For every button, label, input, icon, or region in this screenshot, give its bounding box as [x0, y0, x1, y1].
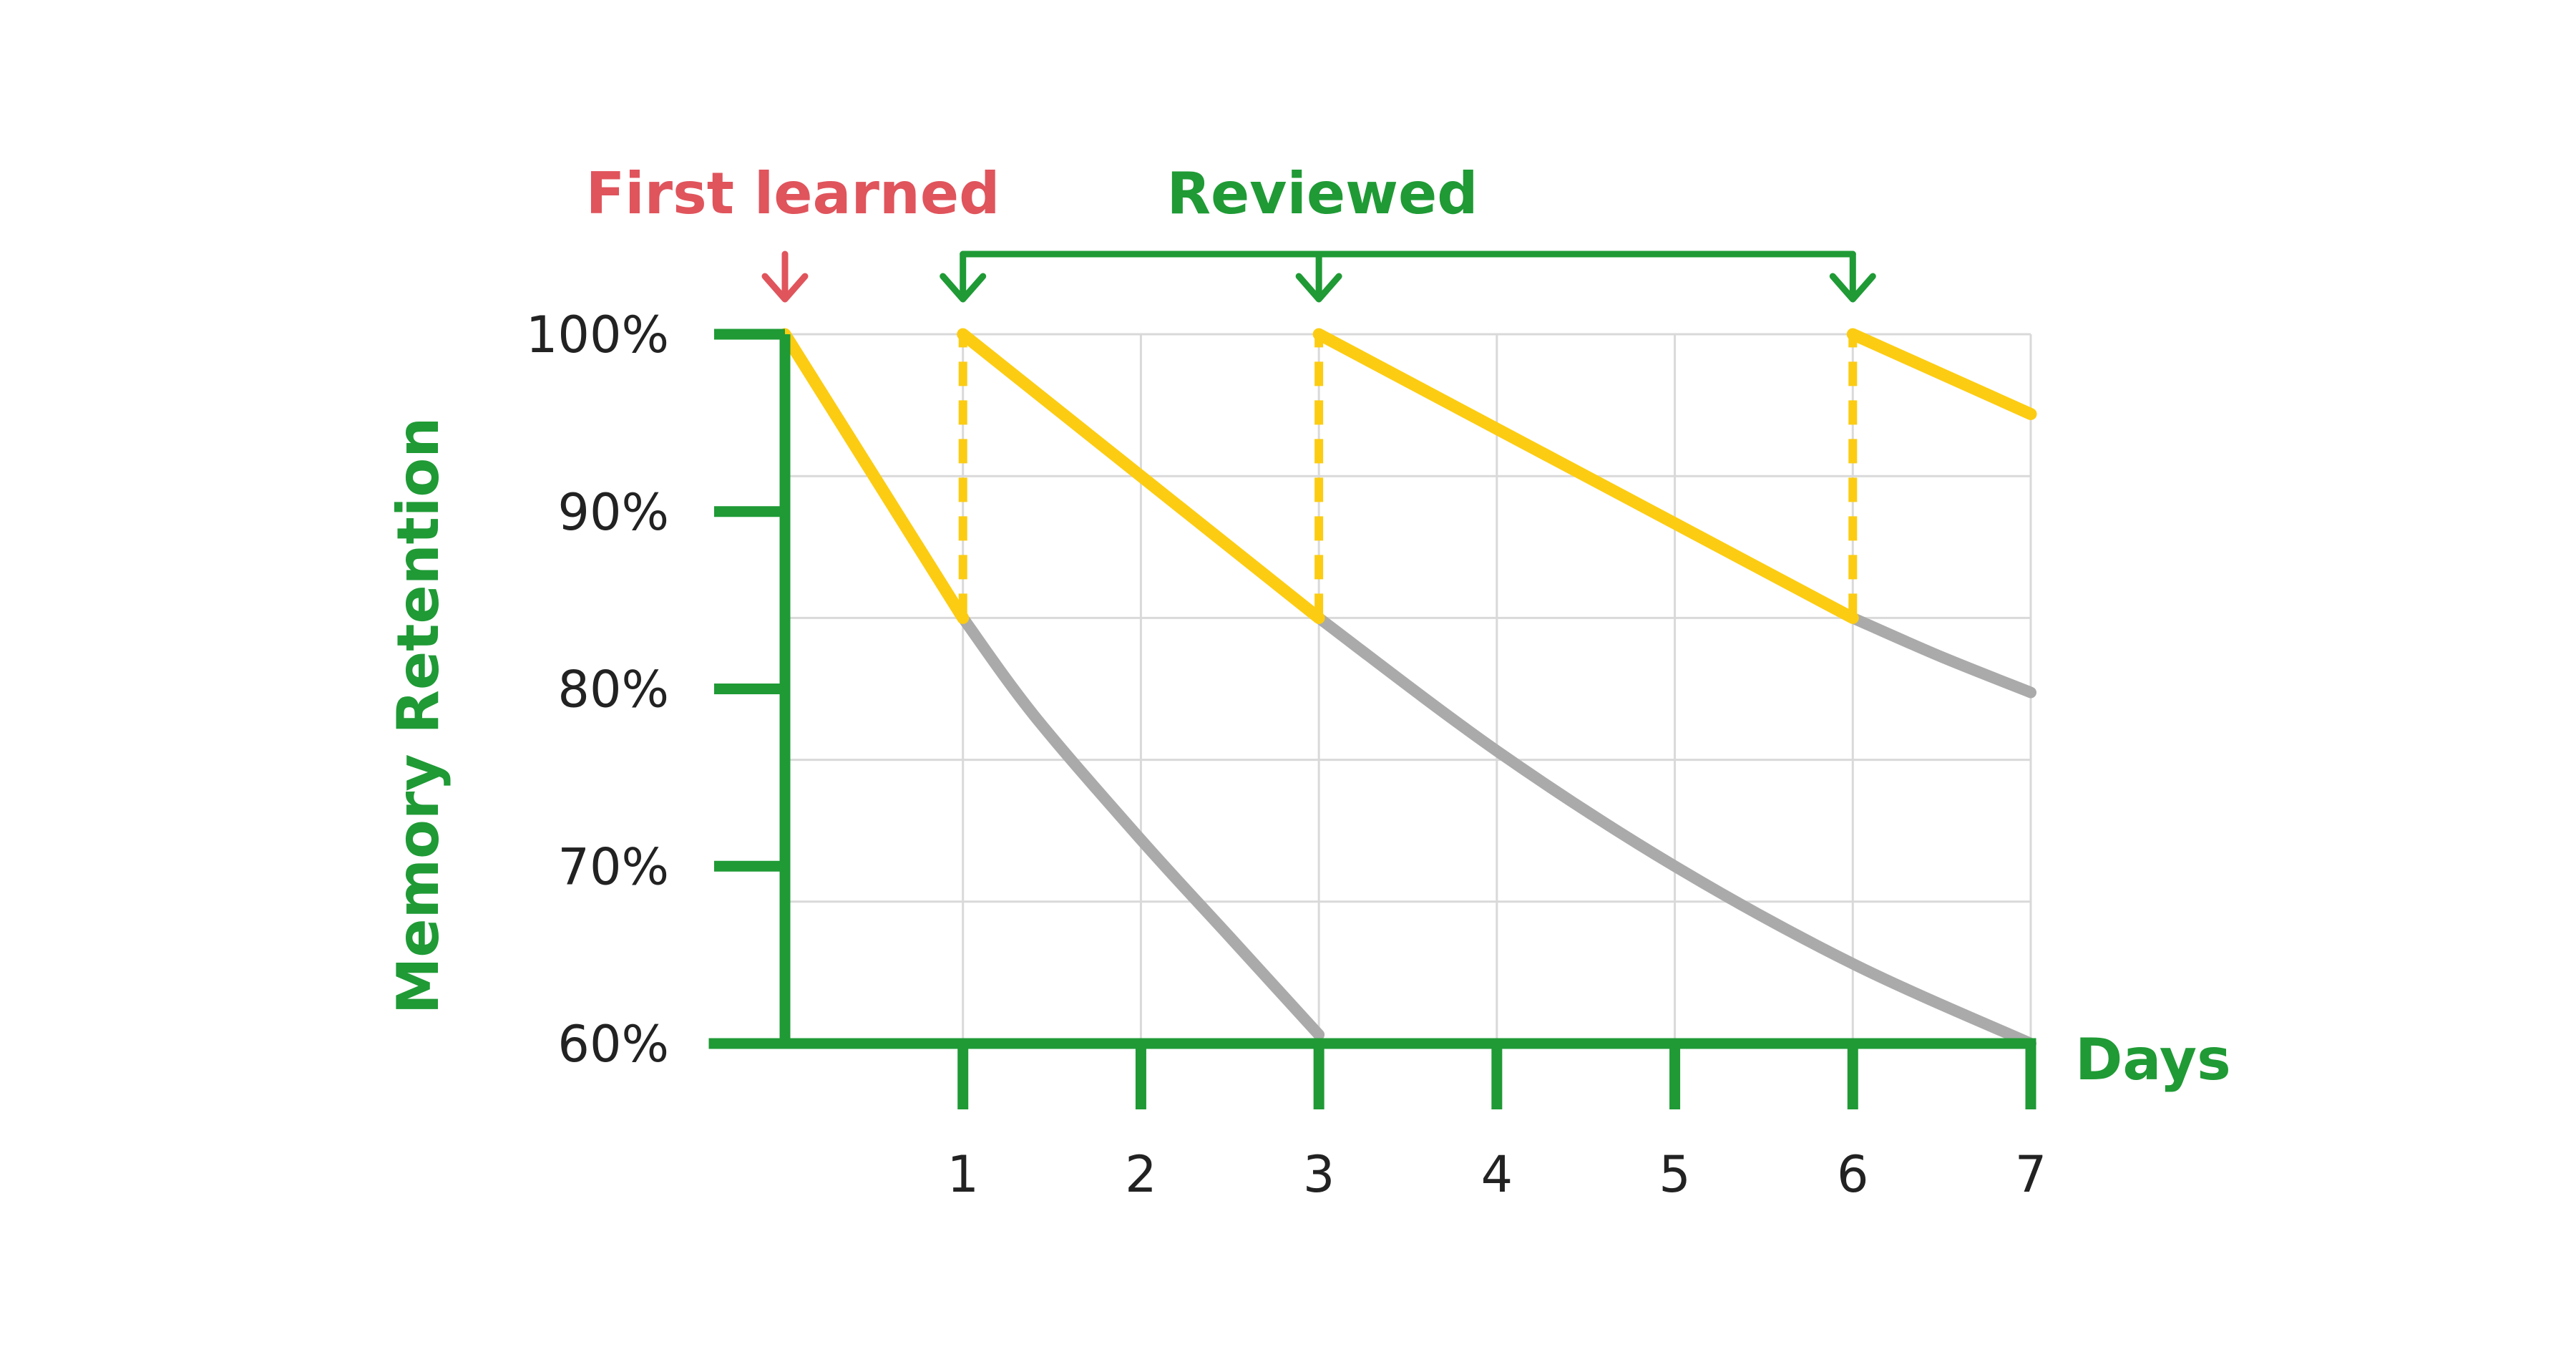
review-arrow-icon — [1295, 251, 1342, 303]
x-tick-label: 7 — [2015, 1145, 2047, 1204]
forgetting-curve — [957, 612, 1325, 1041]
first-learned-arrow-icon — [761, 251, 809, 303]
x-tick-label: 6 — [1837, 1145, 1869, 1204]
x-tick-label: 1 — [947, 1145, 979, 1204]
retention-segment — [1846, 328, 2037, 420]
label-layer: Memory Retention Days First learned Revi… — [385, 160, 2231, 1093]
x-tick-label: 4 — [1481, 1145, 1513, 1204]
annotation-layer — [761, 251, 1876, 303]
forgetting-curve — [1313, 612, 2036, 1049]
review-arrow-icon — [940, 251, 987, 303]
review-arrow-icon — [1829, 251, 1876, 303]
x-tick-label: 5 — [1659, 1145, 1691, 1204]
x-tick-label: 3 — [1303, 1145, 1335, 1204]
y-axis-label: Memory Retention — [385, 417, 452, 1015]
y-tick-label: 70% — [557, 837, 669, 896]
x-tick-label: 2 — [1125, 1145, 1157, 1204]
tick-label-layer: 100% 90% 80% 70% 60% 1 2 3 4 5 6 7 — [526, 306, 2046, 1204]
y-tick-label: 80% — [557, 661, 669, 719]
y-tick-label: 60% — [557, 1015, 669, 1074]
first-learned-label: First learned — [586, 160, 1000, 227]
retention-segment — [779, 328, 970, 624]
curve-layer — [779, 328, 2037, 1049]
axis-layer — [708, 329, 2036, 1109]
retention-segment — [1312, 328, 1859, 624]
retention-segment — [957, 328, 1325, 624]
reviewed-label: Reviewed — [1166, 160, 1478, 227]
forgetting-curve — [1847, 612, 2036, 699]
y-tick-label: 90% — [557, 483, 669, 542]
y-tick-label: 100% — [526, 306, 669, 364]
x-axis-label: Days — [2075, 1026, 2231, 1093]
